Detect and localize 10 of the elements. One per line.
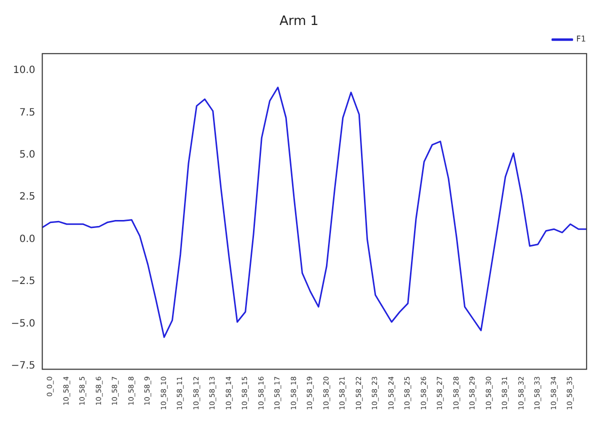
y-tick-label: 0.0 [19,234,36,245]
chart-title: Arm 1 [279,14,319,30]
legend-label: F1 [576,34,586,44]
y-tick-label: −2.5 [10,276,36,288]
y-tick-label: −5.0 [10,318,36,330]
y-tick-label: 5.0 [19,149,36,160]
y-tick-label: 7.5 [19,107,36,118]
y-tick-label: −7.5 [10,360,36,372]
y-tick-label: 2.5 [19,192,36,203]
y-tick-label: 10.0 [13,65,36,76]
